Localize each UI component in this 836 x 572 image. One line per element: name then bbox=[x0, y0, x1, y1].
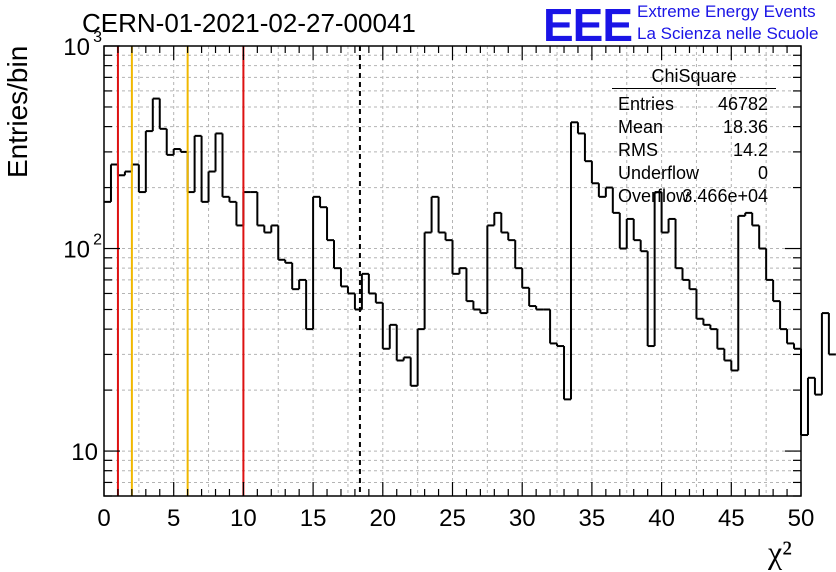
x-tick-label: 20 bbox=[369, 505, 396, 532]
eee-logo-line2: La Scienza nelle Scuole bbox=[637, 24, 819, 43]
stats-rms-label: RMS bbox=[618, 140, 658, 160]
stats-divider bbox=[612, 88, 776, 89]
histogram-bins bbox=[104, 97, 836, 437]
x-axis-label: χ² bbox=[768, 534, 792, 570]
stats-entries-label: Entries bbox=[618, 94, 675, 114]
stats-mean-label: Mean bbox=[618, 117, 664, 137]
stats-rms-value: 14.2 bbox=[732, 140, 768, 160]
stats-entries-value: 46782 bbox=[717, 94, 768, 114]
stats-underflow-label: Underflow bbox=[618, 163, 700, 183]
y-tick-exponent: 2 bbox=[93, 232, 102, 249]
x-tick-label: 40 bbox=[648, 505, 675, 532]
y-tick-exponent: 3 bbox=[93, 29, 102, 46]
eee-logo-line1: Extreme Energy Events bbox=[637, 2, 816, 21]
stats-title: ChiSquare bbox=[651, 66, 737, 86]
x-tick-label: 35 bbox=[579, 505, 606, 532]
x-tick-label: 50 bbox=[788, 505, 815, 532]
eee-logo: EEE bbox=[543, 0, 633, 51]
axis-ticks bbox=[103, 45, 802, 497]
x-tick-label: 25 bbox=[439, 505, 466, 532]
y-axis-label: Entries/bin bbox=[2, 45, 33, 178]
y-tick-label: 10 bbox=[71, 439, 98, 466]
y-tick-label: 10 bbox=[63, 237, 90, 264]
x-tick-label: 45 bbox=[718, 505, 745, 532]
stats-box: ChiSquare Entries 46782 Mean 18.36 RMS 1… bbox=[612, 66, 776, 206]
stats-underflow-value: 0 bbox=[757, 163, 768, 183]
x-tick-label: 30 bbox=[509, 505, 536, 532]
run-title: CERN-01-2021-02-27-00041 bbox=[82, 8, 416, 38]
y-tick-label: 10 bbox=[63, 34, 90, 61]
stats-overflow-value: 3.466e+04 bbox=[682, 186, 768, 206]
x-tick-label: 0 bbox=[97, 505, 110, 532]
grid-lines bbox=[104, 46, 801, 496]
x-tick-label: 15 bbox=[300, 505, 327, 532]
stats-mean-value: 18.36 bbox=[722, 117, 768, 137]
reference-lines bbox=[116, 46, 361, 496]
x-tick-label: 10 bbox=[230, 505, 257, 532]
x-tick-label: 5 bbox=[167, 505, 180, 532]
stats-overflow-label: Overflow bbox=[618, 186, 690, 206]
